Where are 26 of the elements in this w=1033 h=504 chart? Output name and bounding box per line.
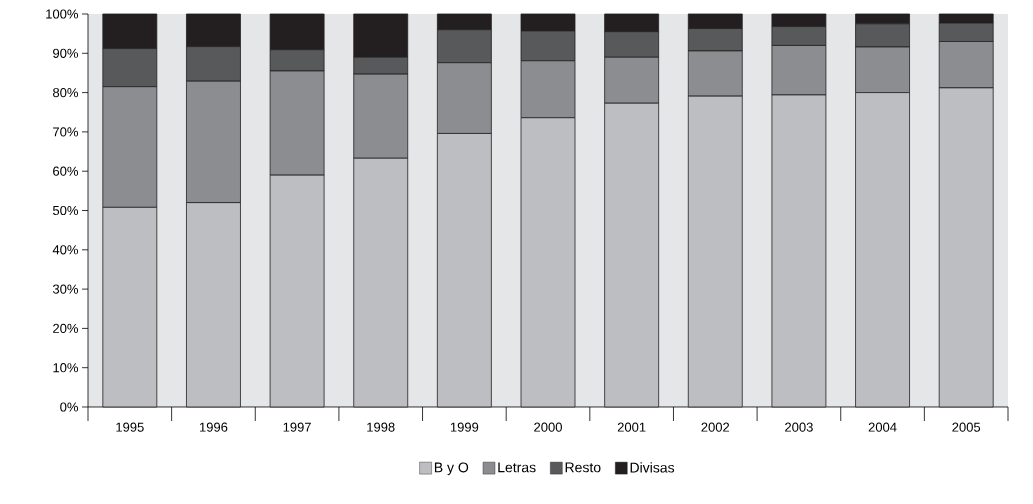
- x-tick-label: 1995: [116, 422, 144, 432]
- y-tick-label: 40%: [52, 245, 79, 255]
- x-tick-label: 2003: [785, 422, 813, 432]
- legend-label: B y O: [434, 462, 469, 476]
- x-tick-label: 2000: [534, 422, 562, 432]
- x-tick-label: 1998: [367, 422, 395, 432]
- y-tick-label: 70%: [53, 127, 79, 137]
- x-tick-label: 2004: [868, 422, 897, 432]
- legend-label: Letras: [498, 462, 536, 473]
- y-tick-label: 90%: [53, 48, 79, 58]
- y-tick-label: 30%: [52, 284, 79, 294]
- y-tick-label: 80%: [53, 87, 79, 98]
- x-tick-label: 2001: [617, 422, 646, 432]
- legend-label: Divisas: [630, 462, 675, 473]
- x-tick-label: 1999: [450, 422, 479, 432]
- y-tick-label: 0%: [60, 402, 79, 412]
- y-tick-label: 60%: [53, 166, 79, 176]
- x-tick-label: 1996: [199, 422, 228, 432]
- y-tick-label: 50%: [52, 205, 79, 216]
- y-tick-label: 100%: [46, 9, 79, 19]
- x-tick-label: 1997: [283, 422, 311, 432]
- x-tick-label: 2002: [701, 422, 730, 432]
- y-tick-label: 10%: [53, 363, 79, 373]
- x-tick-label: 2005: [952, 422, 981, 432]
- legend-label: Resto: [565, 462, 601, 473]
- y-tick-label: 20%: [53, 323, 79, 333]
